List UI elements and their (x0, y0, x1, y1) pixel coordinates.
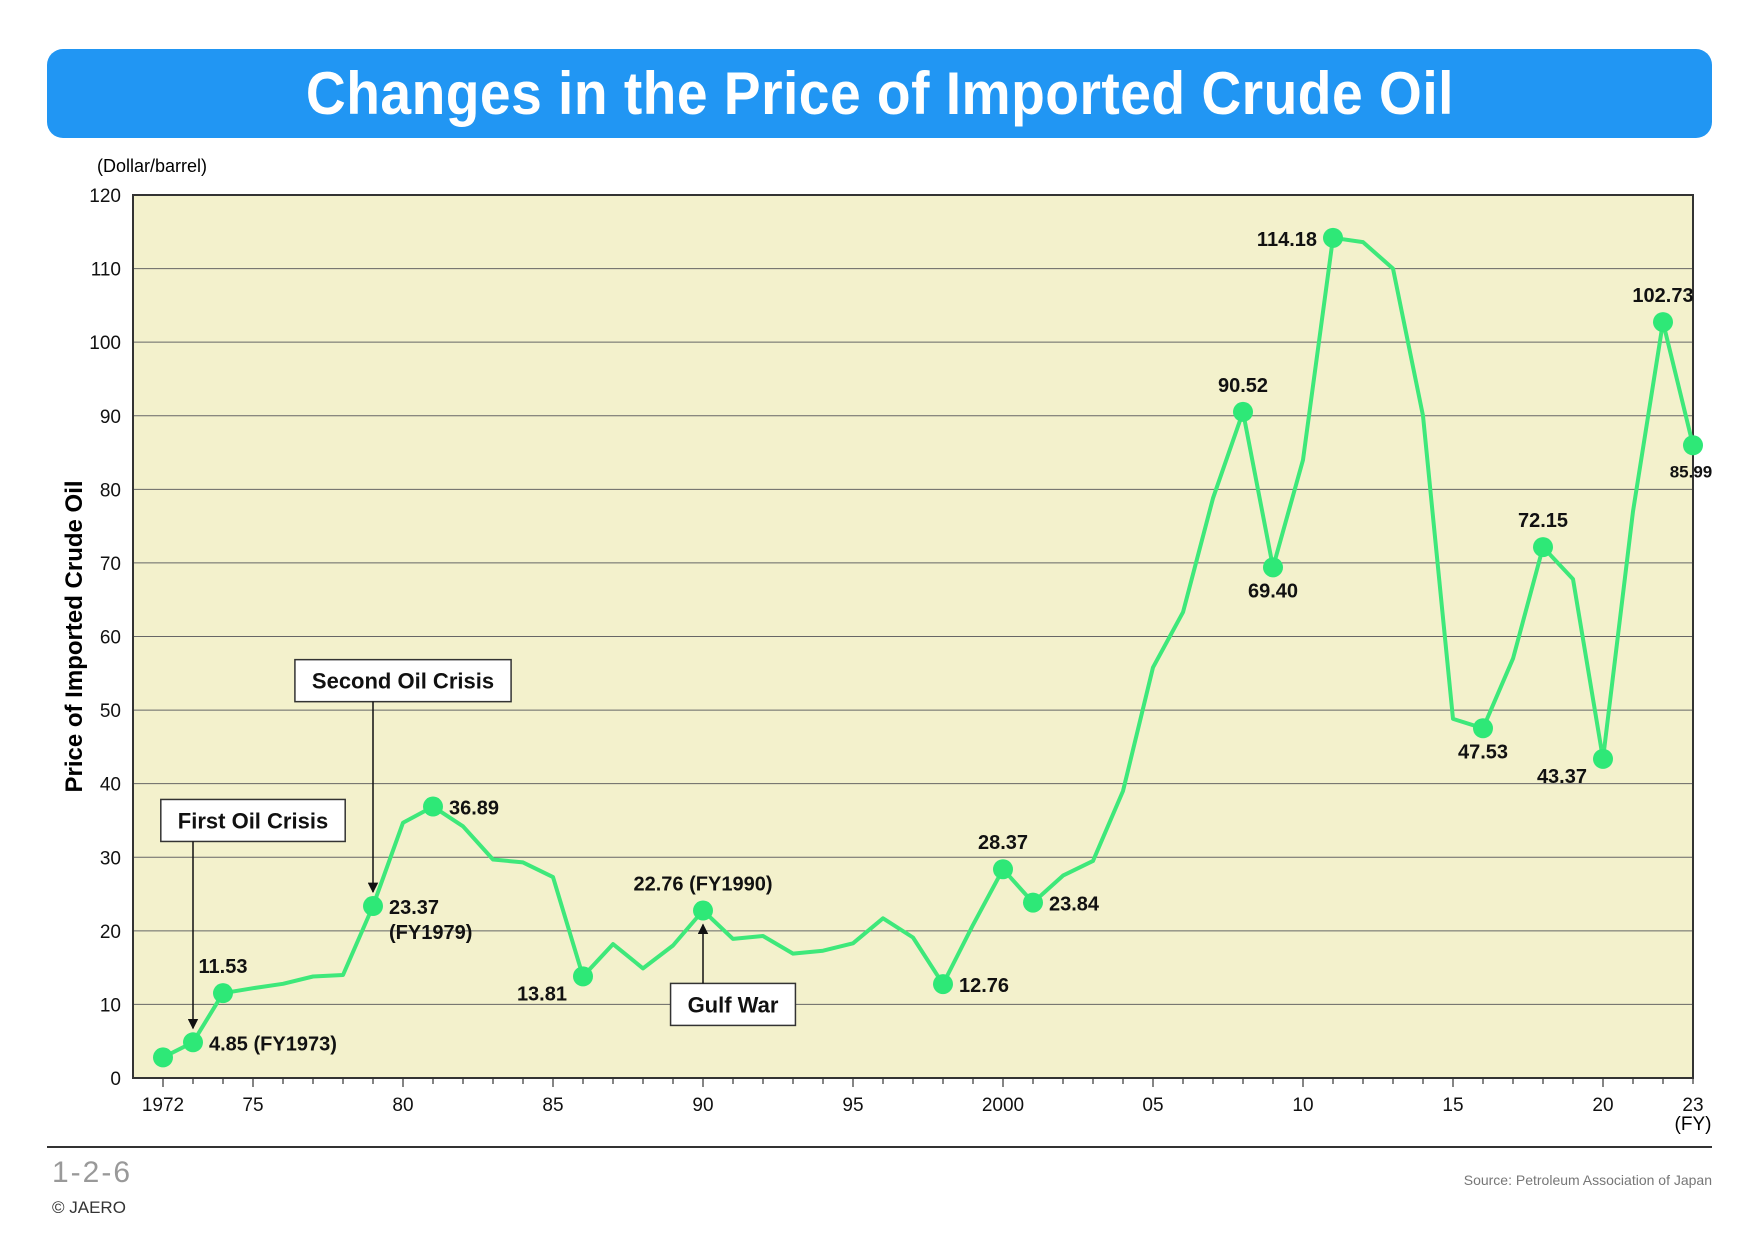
series-line (162, 235, 1695, 1060)
x-tick-label: 85 (542, 1095, 563, 1116)
x-tick-label: 05 (1142, 1095, 1163, 1116)
y-tick-label: 50 (100, 701, 121, 722)
annotation-box (294, 658, 512, 703)
annotation-box (160, 798, 346, 843)
data-point (153, 1047, 173, 1068)
y-tick-label: 10 (100, 995, 121, 1016)
data-label: 47.53 (1458, 741, 1508, 763)
y-tick-label: 70 (100, 554, 121, 575)
y-axis: 0 10 20 30 40 50 60 70 80 90 100 110 120 (89, 186, 121, 1090)
x-tick-label: 75 (242, 1095, 263, 1116)
x-tick-label: 1972 (142, 1095, 184, 1116)
data-point (1023, 892, 1043, 913)
y-tick-label: 120 (89, 186, 121, 207)
data-point (1233, 401, 1253, 422)
y-tick-label: 90 (100, 407, 121, 428)
data-label: 36.89 (449, 798, 499, 820)
data-point (183, 1032, 203, 1053)
x-tick-label: 80 (392, 1095, 413, 1116)
y-tick-label: 80 (100, 480, 121, 501)
data-point (1263, 557, 1283, 578)
footer-rule (47, 1146, 1712, 1148)
annotation-label: Gulf War (688, 992, 779, 1017)
y-tick-label: 0 (110, 1069, 121, 1090)
gridlines (133, 268, 1693, 1005)
data-markers (153, 227, 1703, 1068)
y-tick-label: 30 (100, 848, 121, 869)
data-label: 22.76 (FY1990) (634, 874, 773, 896)
data-point (933, 974, 953, 995)
data-label: 114.18 (1257, 229, 1317, 251)
data-label: 12.76 (959, 975, 1009, 997)
annotations: First Oil Crisis Second Oil Crisis Gulf Wa… (160, 658, 797, 1030)
data-label: 102.73 (1632, 285, 1693, 307)
data-point (1653, 312, 1673, 333)
data-label: 4.85 (FY1973) (209, 1033, 337, 1055)
y-tick-label: 20 (100, 922, 121, 943)
y-tick-label: 100 (89, 333, 121, 354)
y-tick-label: 110 (91, 260, 121, 281)
data-point (573, 966, 593, 987)
annotation: Gulf War (669, 923, 797, 1027)
x-unit-label: (FY) (1675, 1114, 1712, 1135)
copyright: © JAERO (52, 1198, 126, 1217)
y-axis-label: Price of Imported Crude Oil (61, 480, 88, 792)
x-tick-label: 2000 (982, 1095, 1024, 1116)
data-label: 85.99 (1670, 462, 1713, 481)
data-point (993, 859, 1013, 880)
y-tick-label: 60 (100, 628, 121, 649)
x-tick-label: 10 (1292, 1095, 1313, 1116)
figure-number: 1-2-6 (52, 1156, 133, 1189)
chart-title: Changes in the Price of Imported Crude O… (305, 60, 1454, 127)
data-point (423, 796, 443, 817)
data-point (693, 900, 713, 921)
annotation: First Oil Crisis (160, 798, 346, 1030)
data-point (1683, 435, 1703, 456)
data-label: 69.40 (1248, 580, 1298, 602)
x-tick-label: 90 (692, 1095, 713, 1116)
data-label: 11.53 (199, 956, 248, 978)
data-label: 72.15 (1518, 510, 1568, 532)
data-point (363, 896, 383, 917)
data-point (1323, 227, 1343, 248)
annotation-box (669, 982, 797, 1027)
y-tick-label: 40 (100, 775, 121, 796)
data-label: 43.37 (1537, 766, 1587, 788)
source-note: Source: Petroleum Association of Japan (1463, 1172, 1712, 1188)
data-label: 90.52 (1218, 375, 1268, 397)
data-label: (FY1979) (389, 922, 472, 944)
annotation-label: Second Oil Crisis (312, 669, 494, 694)
data-label: 23.37 (389, 897, 439, 919)
annotation-label: First Oil Crisis (178, 808, 328, 833)
x-tick-label: 23 (1682, 1095, 1703, 1116)
x-axis: 1972 75 80 85 90 95 2000 05 10 15 20 23 (142, 1078, 1704, 1116)
title-bar: Changes in the Price of Imported Crude O… (47, 49, 1712, 138)
data-point (1473, 718, 1493, 739)
data-point (1593, 748, 1613, 769)
x-tick-label: 95 (842, 1095, 863, 1116)
data-label: 13.81 (517, 983, 567, 1005)
data-label: 23.84 (1049, 894, 1100, 916)
data-label: 28.37 (978, 832, 1028, 854)
data-point (213, 983, 233, 1004)
data-labels: 4.85 (FY1973) 11.53 23.37 (FY1979) 36.89 13.8… (199, 229, 1713, 1055)
y-unit-label: (Dollar/barrel) (97, 156, 207, 176)
annotation: Second Oil Crisis (294, 658, 512, 894)
data-point (1533, 537, 1553, 558)
x-tick-label: 15 (1442, 1095, 1463, 1116)
x-tick-label: 20 (1592, 1095, 1613, 1116)
